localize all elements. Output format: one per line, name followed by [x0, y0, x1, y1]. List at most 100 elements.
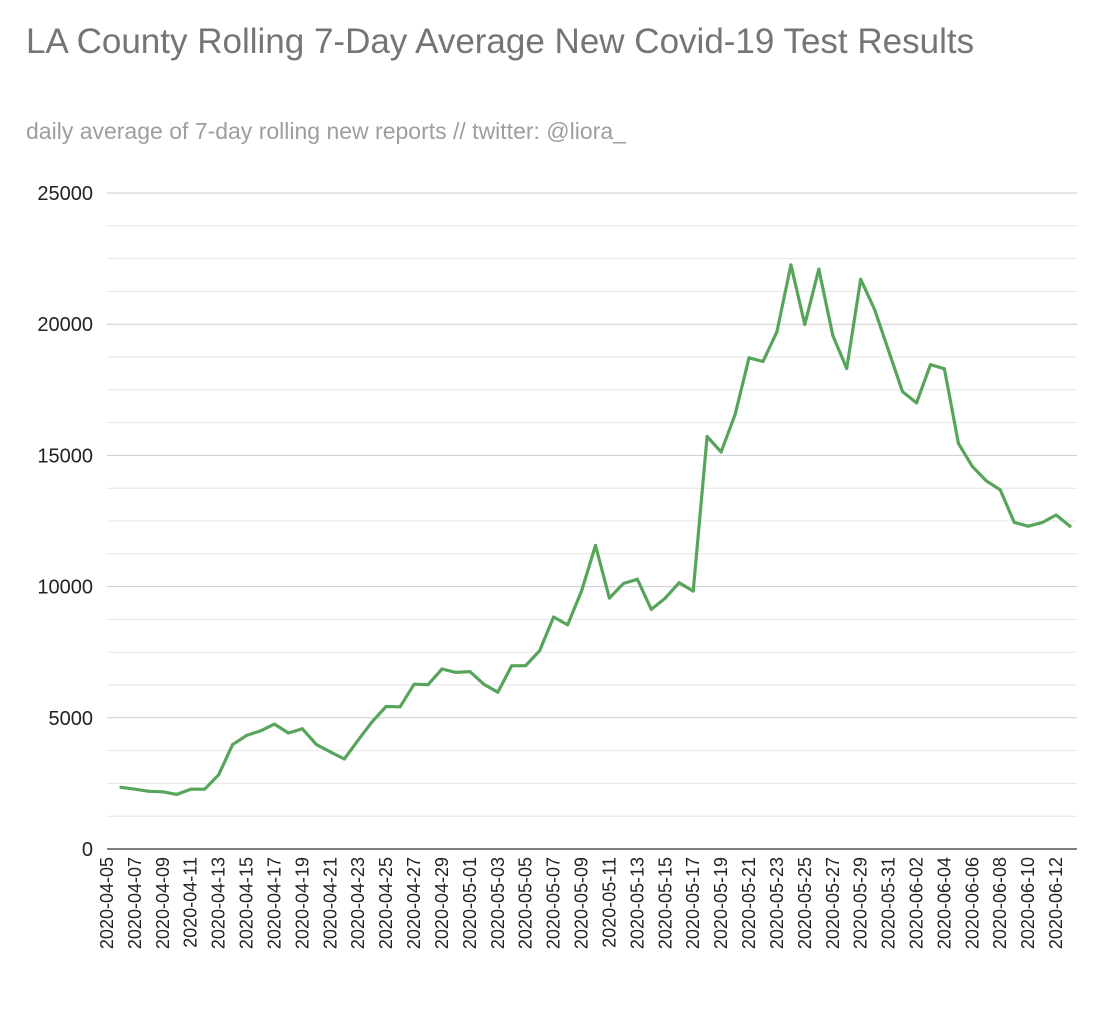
data-point [580, 589, 583, 593]
x-tick-label: 2020-05-15 [655, 857, 675, 949]
x-tick-label: 2020-05-23 [767, 857, 787, 949]
x-tick-label: 2020-04-19 [292, 857, 312, 949]
data-point [607, 596, 611, 600]
data-point [775, 330, 779, 334]
x-tick-label: 2020-04-25 [376, 857, 396, 949]
y-tick-label: 20000 [37, 314, 93, 336]
x-tick-label: 2020-04-09 [153, 857, 173, 949]
data-point [398, 705, 402, 709]
data-point [273, 722, 276, 726]
data-point [719, 450, 723, 454]
y-tick-label: 15000 [37, 445, 93, 467]
data-point [901, 390, 904, 394]
data-point [956, 441, 960, 445]
data-point [231, 743, 235, 747]
data-point [1054, 513, 1058, 517]
data-point [217, 773, 221, 777]
x-tick-label: 2020-04-23 [348, 857, 368, 949]
data-point [635, 577, 639, 581]
x-tick-label: 2020-04-11 [181, 857, 201, 948]
data-point [286, 731, 290, 735]
data-point [649, 607, 653, 611]
x-tick-label: 2020-06-10 [1018, 857, 1038, 949]
x-tick-label: 2020-04-21 [320, 857, 340, 949]
data-point [384, 705, 388, 708]
data-point [440, 667, 444, 671]
x-tick-label: 2020-05-17 [683, 857, 703, 949]
data-point [412, 682, 416, 686]
x-tick-label: 2020-04-17 [264, 857, 284, 949]
data-point [342, 757, 346, 761]
x-tick-label: 2020-06-12 [1046, 857, 1066, 949]
data-point [538, 649, 542, 653]
data-point [370, 720, 374, 724]
x-tick-label: 2020-05-21 [739, 857, 759, 949]
data-point [524, 664, 528, 668]
data-point [454, 670, 458, 674]
y-tick-label: 25000 [37, 183, 93, 205]
data-point [733, 413, 737, 416]
x-tick-label: 2020-04-15 [237, 857, 257, 949]
data-point [594, 543, 597, 547]
data-point [942, 367, 946, 371]
data-point [747, 356, 751, 360]
data-point [482, 682, 486, 686]
data-point [705, 435, 709, 438]
series-group [119, 263, 1072, 797]
data-point [621, 582, 625, 585]
data-point [161, 790, 165, 794]
x-tick-label: 2020-05-29 [851, 857, 871, 949]
data-point [1068, 524, 1072, 528]
chart-subtitle: daily average of 7-day rolling new repor… [26, 118, 626, 144]
data-point [1040, 521, 1044, 525]
data-point [203, 787, 207, 791]
data-point [1012, 520, 1016, 524]
y-tick-label: 0 [82, 839, 93, 861]
data-point [314, 743, 318, 747]
data-point [691, 589, 695, 593]
series-line [119, 263, 1072, 797]
x-tick-label: 2020-05-31 [879, 857, 899, 949]
data-point [803, 323, 807, 326]
x-tick-label: 2020-05-05 [516, 857, 536, 949]
data-point [761, 360, 765, 363]
y-tick-label: 5000 [49, 708, 94, 730]
x-tick-label: 2020-04-07 [125, 857, 145, 949]
data-point [147, 789, 151, 793]
grid-lines [107, 192, 1077, 817]
x-tick-label: 2020-04-05 [97, 857, 117, 949]
data-point [915, 401, 918, 405]
x-axis-ticks: 2020-04-05 2020-04-07 2020-04-09 2020-04-11… [97, 857, 1066, 949]
data-point [510, 664, 514, 668]
x-tick-label: 2020-05-13 [627, 857, 647, 949]
x-tick-label: 2020-04-27 [404, 857, 424, 949]
data-point [189, 787, 193, 791]
data-point [496, 690, 500, 694]
data-point [245, 733, 249, 737]
x-tick-label: 2020-05-11 [599, 857, 619, 948]
x-tick-label: 2020-06-04 [934, 857, 954, 949]
data-point [356, 738, 360, 742]
data-point [817, 267, 821, 271]
data-point [663, 596, 667, 600]
data-point [566, 623, 570, 627]
data-point [970, 464, 974, 468]
data-point [552, 615, 556, 619]
data-point [859, 277, 863, 281]
x-tick-label: 2020-04-13 [209, 857, 229, 949]
data-point [426, 683, 430, 687]
x-tick-label: 2020-05-09 [572, 857, 592, 949]
data-point [119, 785, 123, 789]
data-point [133, 787, 137, 791]
x-tick-label: 2020-05-07 [544, 857, 564, 949]
data-point [789, 263, 793, 267]
y-axis-ticks: 0 5000 10000 15000 20000 25000 [37, 183, 93, 861]
data-point [887, 349, 891, 353]
x-tick-label: 2020-06-02 [906, 857, 926, 949]
data-point [845, 367, 849, 370]
data-point [984, 479, 988, 483]
data-point [1026, 524, 1030, 528]
data-point [831, 334, 835, 337]
y-tick-label: 10000 [37, 577, 93, 599]
